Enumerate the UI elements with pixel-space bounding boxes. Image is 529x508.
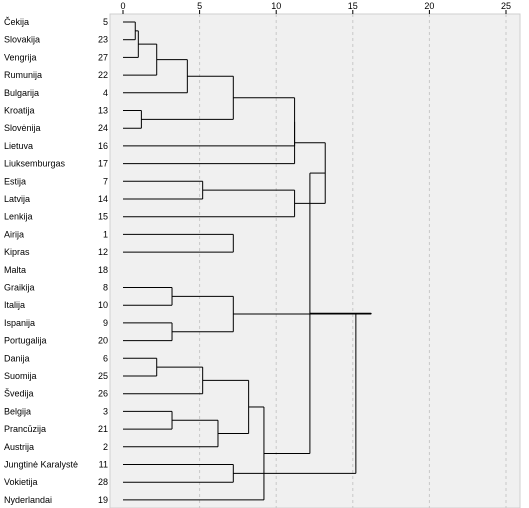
axis-ticks: 0 5 10 15 20 25 xyxy=(120,1,511,14)
leaf-name: Bulgarija xyxy=(4,88,39,98)
leaf-id: 19 xyxy=(98,495,108,505)
leaf-name: Airija xyxy=(4,229,24,239)
leaf-name: Nyderlandai xyxy=(4,495,52,505)
leaf-name: Lietuva xyxy=(4,141,33,151)
leaf-id: 24 xyxy=(98,123,108,133)
leaf-id: 14 xyxy=(98,194,108,204)
leaf-name: Slovėnija xyxy=(4,123,41,133)
leaf-id: 13 xyxy=(98,106,108,116)
tick-label: 15 xyxy=(348,1,358,11)
leaf-id: 26 xyxy=(98,389,108,399)
leaf-name: Lenkija xyxy=(4,212,33,222)
leaf-name: Švedija xyxy=(4,389,34,399)
leaf-id: 9 xyxy=(103,318,108,328)
leaf-name: Prancūzija xyxy=(4,424,46,434)
leaf-id: 8 xyxy=(103,283,108,293)
leaf-id: 10 xyxy=(98,300,108,310)
leaf-id: 3 xyxy=(103,406,108,416)
leaf-id: 25 xyxy=(98,371,108,381)
leaf-name: Graikija xyxy=(4,283,35,293)
leaf-id: 21 xyxy=(98,424,108,434)
leaf-id: 6 xyxy=(103,353,108,363)
tick-label: 25 xyxy=(501,1,511,11)
leaf-id: 23 xyxy=(98,35,108,45)
tick-label: 5 xyxy=(197,1,202,11)
leaf-name: Kroatija xyxy=(4,106,35,116)
tick-label: 20 xyxy=(424,1,434,11)
leaf-name: Austrija xyxy=(4,442,34,452)
leaf-name: Rumunija xyxy=(4,70,42,80)
leaf-name: Estija xyxy=(4,176,26,186)
leaf-id: 28 xyxy=(98,477,108,487)
leaf-name: Kipras xyxy=(4,247,30,257)
leaf-id: 18 xyxy=(98,265,108,275)
branches xyxy=(123,21,372,501)
leaf-id: 4 xyxy=(103,88,108,98)
leaf-name: Slovakija xyxy=(4,35,40,45)
leaf-name: Italija xyxy=(4,300,25,310)
plot-area xyxy=(109,13,521,508)
leaf-name: Danija xyxy=(4,353,30,363)
tick-label: 10 xyxy=(271,1,281,11)
leaf-id: 7 xyxy=(103,176,108,186)
leaf-name: Liuksemburgas xyxy=(4,159,66,169)
leaf-name: Latvija xyxy=(4,194,30,204)
leaf-id: 1 xyxy=(103,229,108,239)
gridlines xyxy=(199,14,507,508)
leaf-id: 5 xyxy=(103,17,108,27)
leaf-name: Ispanija xyxy=(4,318,35,328)
leaf-name: Čekija xyxy=(4,17,29,27)
leaf-name: Suomija xyxy=(4,371,37,381)
leaf-id: 27 xyxy=(98,52,108,62)
leaf-name: Vokietija xyxy=(4,477,38,487)
leaf-id: 22 xyxy=(98,70,108,80)
leaf-id: 16 xyxy=(98,141,108,151)
leaf-name: Jungtinė Karalystė xyxy=(4,460,78,470)
leaf-id: 12 xyxy=(98,247,108,257)
leaf-name: Malta xyxy=(4,265,26,275)
leaf-id: 11 xyxy=(99,460,108,470)
leaf-id: 17 xyxy=(98,159,108,169)
tick-label: 0 xyxy=(120,1,125,11)
leaf-id: 2 xyxy=(103,442,108,452)
leaf-id: 20 xyxy=(98,336,108,346)
leaf-name: Belgija xyxy=(4,406,31,416)
leaf-name: Vengrija xyxy=(4,52,37,62)
leaf-id: 15 xyxy=(98,212,108,222)
leaf-name: Portugalija xyxy=(4,336,47,346)
